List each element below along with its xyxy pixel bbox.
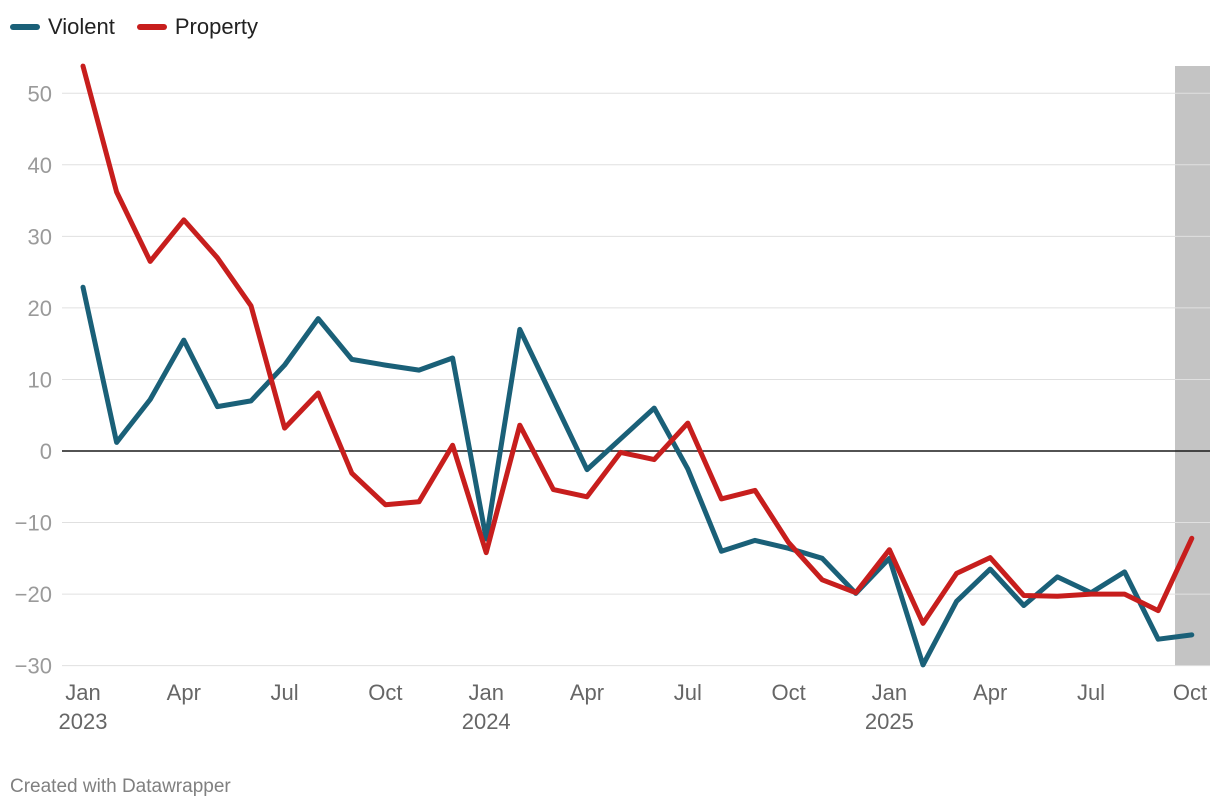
legend-label-violent: Violent [48, 14, 115, 39]
y-tick-label: −10 [15, 511, 52, 536]
series-line-property [80, 63, 1195, 626]
legend-swatch-property [136, 24, 167, 30]
y-tick-label: −30 [15, 654, 52, 679]
x-tick-label: Jul [1077, 680, 1105, 705]
legend-item-property: Property [136, 14, 259, 40]
x-tick-year-label: 2025 [865, 709, 914, 734]
highlight-band [1175, 66, 1210, 666]
legend: Violent Property [10, 14, 258, 40]
x-tick-label: Oct [771, 680, 805, 705]
legend-item-violent: Violent [10, 14, 115, 40]
y-tick-label: 10 [28, 367, 52, 392]
credit-text: Created with Datawrapper [10, 776, 231, 797]
x-tick-year-label: 2024 [462, 709, 511, 734]
x-tick-year-label: 2023 [59, 709, 108, 734]
x-tick-label: Jan [65, 680, 100, 705]
series-line-violent [80, 284, 1195, 668]
y-tick-label: 0 [40, 439, 52, 464]
legend-label-property: Property [174, 14, 259, 39]
y-tick-label: 20 [28, 296, 52, 321]
y-tick-label: 30 [28, 224, 52, 249]
x-tick-label: Jul [674, 680, 702, 705]
x-tick-label: Jan [468, 680, 503, 705]
x-tick-label: Jul [271, 680, 299, 705]
x-tick-label: Apr [167, 680, 201, 705]
y-tick-label: −20 [15, 582, 52, 607]
x-tick-label: Apr [570, 680, 604, 705]
x-tick-label: Jan [872, 680, 907, 705]
legend-swatch-violent [10, 24, 40, 30]
y-tick-label: 40 [28, 153, 52, 178]
x-tick-label: Oct [1173, 680, 1207, 705]
x-tick-label: Apr [973, 680, 1007, 705]
x-tick-label: Oct [368, 680, 402, 705]
y-tick-label: 50 [28, 81, 52, 106]
